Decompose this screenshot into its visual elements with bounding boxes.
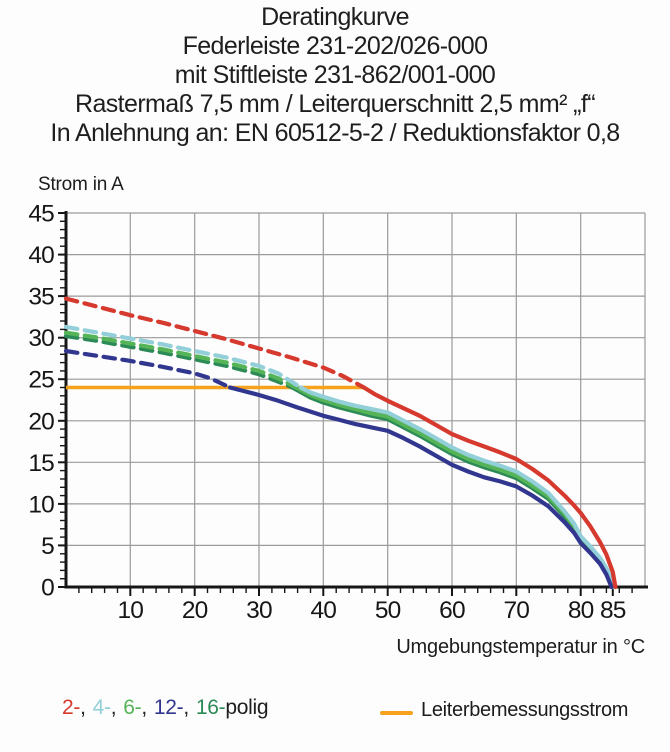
rated-current-legend-swatch [380,711,413,715]
svg-text:30: 30 [246,597,272,624]
derating-chart: 0 5 10 15 20 25 30 35 40 45 10 20 30 40 50 60 70 80 85 [0,200,670,630]
svg-text:0: 0 [41,575,54,602]
x-axis-label: Umgebungstemperatur in °C [396,636,645,658]
axes [64,211,648,589]
chart-title-block: Deratingkurve Federleiste 231-202/026-00… [0,3,670,148]
tick-labels: 0 5 10 15 20 25 30 35 40 45 10 20 30 40 50 60 70 80 85 [28,201,626,625]
legend-separator: , [110,696,117,719]
series-4-polig [63,324,616,590]
svg-text:10: 10 [28,491,54,518]
svg-text:25: 25 [28,367,54,394]
svg-text:5: 5 [41,533,54,560]
svg-text:10: 10 [117,597,143,624]
svg-text:40: 40 [310,597,336,624]
legend-item-12polig: 12- [153,696,184,719]
svg-text:30: 30 [28,325,54,352]
legend-separator: , [183,696,189,719]
legend-separator: , [80,696,86,719]
svg-text:20: 20 [28,408,54,435]
series-6-polig [63,330,615,590]
legend-separator: , [141,696,147,719]
axis-ticks [58,212,633,596]
rated-current-legend-label: Leiterbemessungsstrom [421,699,629,721]
title-standard: In Anlehnung an: EN 60512-5-2 / Reduktio… [50,119,620,147]
svg-text:80: 80 [568,597,594,624]
legend-item-6polig: 6- [123,696,142,719]
svg-text:60: 60 [439,597,465,624]
series-12-polig [63,348,614,590]
legend-item-16polig: 16- [195,696,226,719]
title-pitch-wire: Rastermaß 7,5 mm / Leiterquerschnitt 2,5… [75,90,596,118]
title-main: Deratingkurve [261,3,409,31]
svg-text:70: 70 [503,597,529,624]
svg-text:40: 40 [28,242,54,269]
series-2-polig [63,296,618,590]
svg-text:50: 50 [375,597,401,624]
title-male-connector: mit Stiftleiste 231-862/001-000 [174,61,496,89]
legend-item-4polig: 4- [92,696,111,719]
legend-suffix: polig [225,696,269,719]
svg-text:20: 20 [182,597,208,624]
svg-text:45: 45 [28,201,54,228]
title-female-connector: Federleiste 231-202/026-000 [182,32,488,60]
y-axis-label: Strom in A [38,174,124,195]
svg-text:35: 35 [28,284,54,311]
legend-item-2polig: 2- [62,696,81,719]
pole-count-legend: 2-, 4-, 6-, 12-, 16-polig [62,696,269,720]
grid [66,212,646,587]
svg-text:15: 15 [28,450,54,477]
svg-text:85: 85 [600,597,626,624]
